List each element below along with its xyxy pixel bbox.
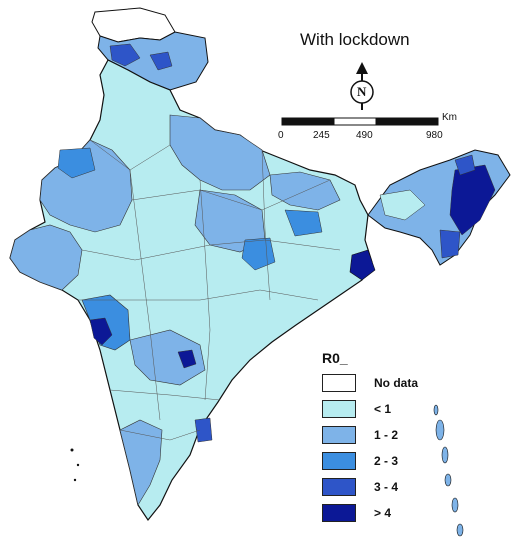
legend-swatch xyxy=(322,426,356,444)
north-letter: N xyxy=(357,84,367,99)
region-kashmir xyxy=(91,7,176,43)
legend-label: > 4 xyxy=(374,506,392,520)
scale-tick-490: 490 xyxy=(356,130,373,141)
scale-tick-245: 245 xyxy=(313,130,330,141)
region-jk-hotspot-2 xyxy=(149,51,173,71)
legend-label: 1 - 2 xyxy=(374,428,399,442)
legend-label: 3 - 4 xyxy=(374,480,399,494)
scale-unit: Km xyxy=(442,112,457,123)
region-chennai xyxy=(194,417,213,443)
legend-item: 3 - 4 xyxy=(322,476,418,498)
legend-label: No data xyxy=(374,376,419,390)
legend-item: 1 - 2 xyxy=(322,424,418,446)
region-northeast-of-up xyxy=(284,209,323,237)
legend-swatch xyxy=(322,400,356,418)
legend-title: R0_ xyxy=(322,350,348,366)
region-jk-hotspot xyxy=(109,43,141,67)
region-deccan xyxy=(129,329,206,386)
legend-item: < 1 xyxy=(322,398,418,420)
legend: No data < 1 1 - 2 2 - 3 3 - 4 > 4 xyxy=(322,372,418,528)
region-gujarat xyxy=(9,224,83,291)
legend-label: 2 - 3 xyxy=(374,454,399,468)
region-northeast-lowrisk xyxy=(379,189,426,221)
region-mumbai-hotspot xyxy=(89,317,113,346)
legend-swatch xyxy=(322,504,356,522)
north-arrow-icon xyxy=(350,62,374,110)
legend-label: < 1 xyxy=(374,402,392,416)
legend-swatch xyxy=(322,478,356,496)
andaman-islands xyxy=(433,404,464,537)
scale-tick-980: 980 xyxy=(426,130,443,141)
region-northeast-hotspot xyxy=(449,164,496,236)
legend-item: No data xyxy=(322,372,418,394)
region-northeast-top xyxy=(454,154,476,176)
lakshadweep-islands xyxy=(70,448,80,482)
district-lines xyxy=(78,139,341,441)
scale-tick-0: 0 xyxy=(278,130,284,141)
region-kolkata xyxy=(349,249,376,281)
region-up xyxy=(169,114,271,191)
map-title: With lockdown xyxy=(300,30,410,49)
region-west-blue xyxy=(57,147,96,179)
region-hyderabad xyxy=(177,349,197,369)
legend-swatch xyxy=(322,374,356,392)
scale-bar xyxy=(281,117,439,126)
region-south-west xyxy=(119,419,163,506)
region-northeast-high xyxy=(439,229,461,259)
legend-item: 2 - 3 xyxy=(322,450,418,472)
legend-swatch xyxy=(322,452,356,470)
legend-item: > 4 xyxy=(322,502,418,524)
